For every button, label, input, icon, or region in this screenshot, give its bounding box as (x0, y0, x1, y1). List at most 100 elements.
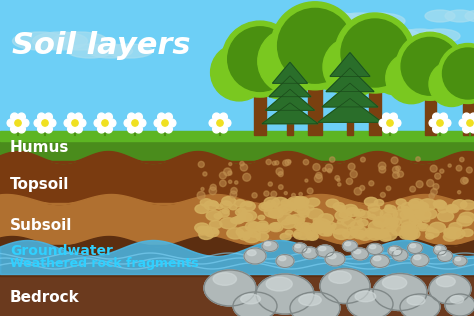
Ellipse shape (293, 243, 307, 253)
Ellipse shape (401, 203, 413, 210)
Ellipse shape (324, 231, 332, 236)
Ellipse shape (402, 206, 409, 211)
Ellipse shape (67, 44, 112, 58)
Circle shape (74, 125, 82, 133)
Ellipse shape (279, 256, 286, 261)
Circle shape (379, 166, 386, 173)
Ellipse shape (278, 214, 294, 225)
Circle shape (18, 113, 25, 121)
Ellipse shape (354, 212, 361, 216)
Circle shape (427, 179, 434, 187)
Ellipse shape (400, 210, 413, 219)
Ellipse shape (295, 244, 301, 248)
Ellipse shape (258, 215, 265, 220)
Ellipse shape (390, 247, 396, 251)
Circle shape (337, 179, 340, 182)
Ellipse shape (367, 232, 375, 237)
Circle shape (443, 119, 451, 127)
Bar (347, 118, 353, 135)
Ellipse shape (33, 32, 88, 50)
Circle shape (390, 113, 397, 121)
Circle shape (443, 48, 474, 99)
Ellipse shape (240, 213, 253, 221)
Circle shape (271, 2, 359, 90)
Circle shape (209, 187, 217, 195)
Circle shape (429, 62, 474, 106)
Circle shape (430, 165, 437, 172)
Ellipse shape (261, 204, 268, 209)
Circle shape (102, 120, 108, 126)
Circle shape (396, 166, 401, 171)
Ellipse shape (324, 222, 336, 230)
Ellipse shape (222, 197, 236, 206)
Ellipse shape (244, 248, 266, 264)
Text: Groundwater: Groundwater (10, 244, 113, 258)
Circle shape (164, 125, 173, 133)
Ellipse shape (383, 276, 407, 289)
Ellipse shape (388, 246, 402, 256)
Circle shape (219, 180, 226, 187)
Ellipse shape (306, 205, 314, 210)
Ellipse shape (299, 295, 321, 306)
Circle shape (401, 37, 459, 95)
Circle shape (98, 125, 105, 133)
Circle shape (386, 186, 391, 191)
Ellipse shape (195, 204, 209, 213)
Ellipse shape (296, 222, 310, 231)
Ellipse shape (256, 274, 314, 314)
Ellipse shape (195, 223, 209, 232)
Ellipse shape (373, 217, 389, 227)
Ellipse shape (264, 206, 282, 217)
Ellipse shape (233, 292, 277, 316)
Ellipse shape (353, 230, 366, 239)
Bar (0, 199, 474, 241)
Ellipse shape (411, 253, 429, 266)
Circle shape (10, 113, 18, 121)
Ellipse shape (380, 29, 420, 43)
Ellipse shape (359, 211, 371, 218)
Circle shape (217, 120, 223, 126)
Circle shape (240, 161, 244, 166)
Ellipse shape (354, 209, 365, 216)
Ellipse shape (290, 292, 340, 316)
Ellipse shape (419, 224, 427, 229)
Ellipse shape (374, 235, 380, 239)
Circle shape (231, 187, 237, 194)
Ellipse shape (290, 214, 305, 224)
Circle shape (390, 125, 397, 133)
Circle shape (346, 178, 353, 185)
Bar (0, 0, 474, 135)
Circle shape (307, 188, 313, 194)
Circle shape (369, 181, 374, 186)
Ellipse shape (417, 223, 428, 231)
Ellipse shape (409, 199, 424, 209)
Ellipse shape (384, 205, 396, 213)
Ellipse shape (326, 199, 339, 208)
Circle shape (72, 120, 78, 126)
Circle shape (158, 113, 165, 121)
Circle shape (7, 119, 15, 127)
Circle shape (378, 162, 386, 170)
Ellipse shape (399, 228, 416, 240)
Ellipse shape (440, 252, 446, 256)
Ellipse shape (400, 294, 440, 316)
Circle shape (68, 125, 75, 133)
Circle shape (48, 119, 56, 127)
Ellipse shape (444, 229, 453, 235)
Ellipse shape (357, 219, 368, 226)
Circle shape (437, 120, 443, 126)
Ellipse shape (365, 229, 379, 238)
Circle shape (154, 119, 162, 127)
Ellipse shape (446, 204, 458, 212)
Ellipse shape (416, 210, 431, 220)
Circle shape (268, 182, 273, 186)
Ellipse shape (350, 226, 367, 237)
Ellipse shape (200, 227, 208, 232)
Ellipse shape (210, 220, 222, 228)
Circle shape (219, 125, 228, 133)
Circle shape (392, 172, 400, 179)
Ellipse shape (401, 222, 416, 231)
Circle shape (272, 161, 276, 165)
Circle shape (21, 119, 29, 127)
Ellipse shape (272, 198, 289, 209)
